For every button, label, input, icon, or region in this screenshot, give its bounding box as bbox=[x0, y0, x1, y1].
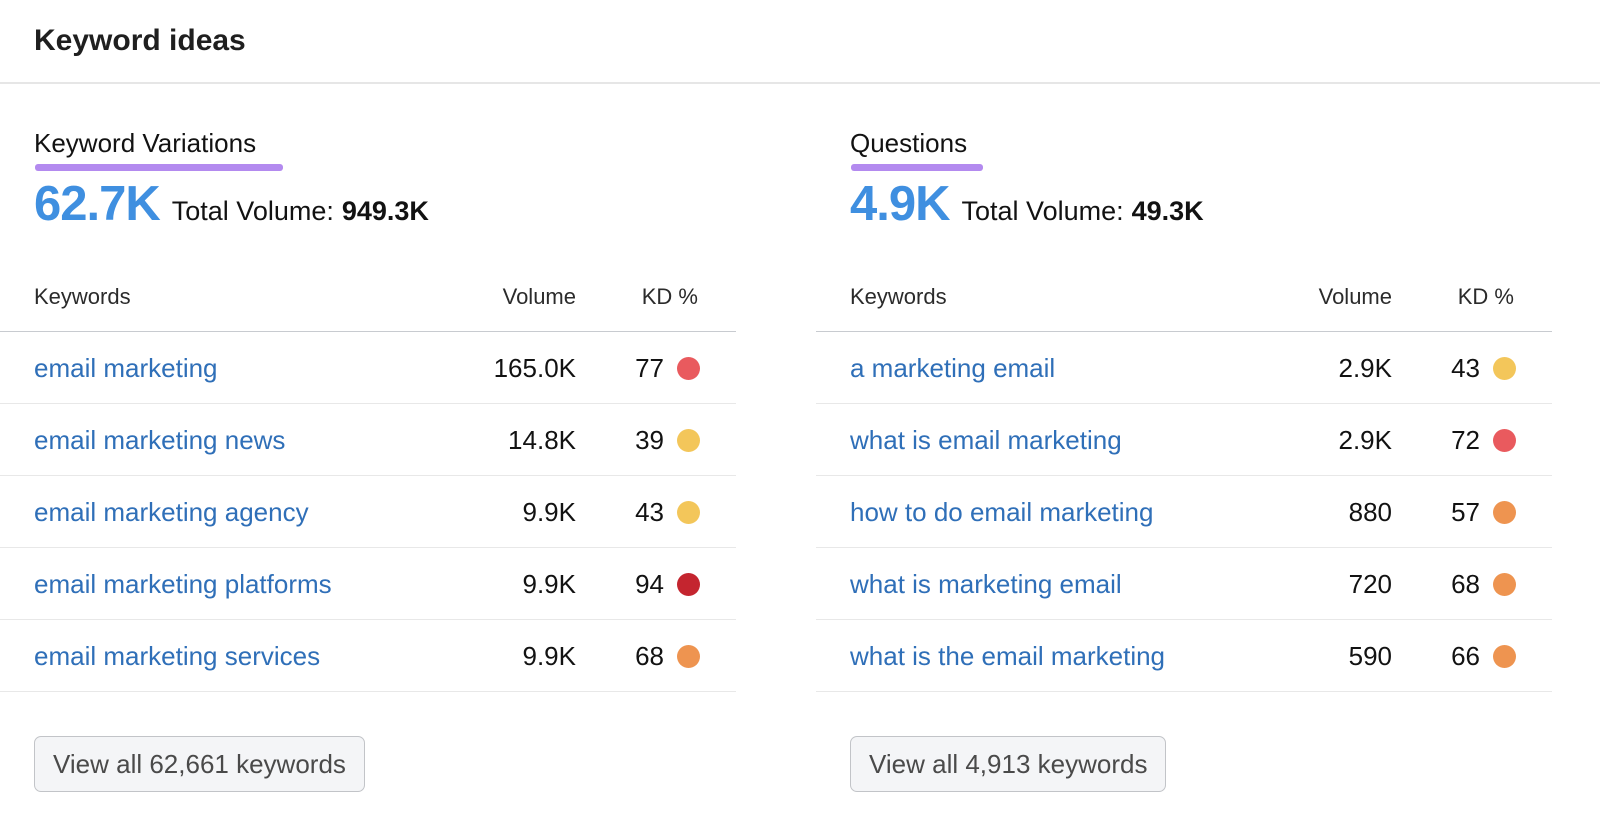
kd-value: 68 bbox=[1451, 569, 1480, 599]
table-row: email marketing news 14.8K 39 bbox=[0, 404, 736, 476]
volume-value: 14.8K bbox=[508, 425, 576, 455]
column-header-volume: Volume bbox=[1318, 284, 1392, 309]
keyword-link[interactable]: email marketing services bbox=[34, 641, 321, 671]
volume-value: 9.9K bbox=[522, 641, 577, 671]
kd-value: 68 bbox=[635, 641, 664, 671]
volume-value: 9.9K bbox=[522, 497, 577, 527]
questions-underline bbox=[851, 164, 983, 171]
table-row: what is the email marketing 590 66 bbox=[816, 620, 1552, 692]
column-header-keywords: Keywords bbox=[850, 284, 947, 309]
keyword-link[interactable]: email marketing platforms bbox=[34, 569, 332, 599]
keyword-link[interactable]: email marketing bbox=[34, 353, 218, 383]
kd-difficulty-dot-icon bbox=[1493, 429, 1516, 452]
volume-value: 720 bbox=[1348, 569, 1392, 599]
keyword-variations-summary: 62.7K Total Volume: 949.3K bbox=[34, 176, 429, 232]
kd-value: 94 bbox=[635, 569, 664, 599]
kd-difficulty-dot-icon bbox=[677, 501, 700, 524]
table-row: email marketing agency 9.9K 43 bbox=[0, 476, 736, 548]
table-row: email marketing platforms 9.9K 94 bbox=[0, 548, 736, 620]
volume-value: 880 bbox=[1348, 497, 1392, 527]
kd-difficulty-dot-icon bbox=[1493, 645, 1516, 668]
keyword-link[interactable]: how to do email marketing bbox=[850, 497, 1154, 527]
questions-table: Keywords Volume KD % a marketing email 2… bbox=[816, 272, 1552, 692]
volume-value: 9.9K bbox=[522, 569, 577, 599]
keyword-variations-underline bbox=[35, 164, 283, 171]
questions-summary: 4.9K Total Volume: 49.3K bbox=[850, 176, 1204, 232]
widget-title: Keyword ideas bbox=[34, 24, 246, 57]
kd-difficulty-dot-icon bbox=[677, 357, 700, 380]
table-row: email marketing 165.0K 77 bbox=[0, 332, 736, 404]
volume-value: 590 bbox=[1348, 641, 1392, 671]
column-header-volume: Volume bbox=[502, 284, 576, 309]
table-header: Keywords Volume KD % bbox=[816, 272, 1552, 332]
table-row: how to do email marketing 880 57 bbox=[816, 476, 1552, 548]
questions-panel: Questions 4.9K Total Volume: 49.3K Keywo… bbox=[816, 84, 1552, 828]
kd-difficulty-dot-icon bbox=[1493, 357, 1516, 380]
column-header-keywords: Keywords bbox=[34, 284, 131, 309]
keyword-variations-table: Keywords Volume KD % email marketing 165… bbox=[0, 272, 736, 692]
keyword-variations-count[interactable]: 62.7K bbox=[34, 177, 161, 231]
keyword-link[interactable]: what is marketing email bbox=[850, 569, 1122, 599]
total-volume-label: Total Volume: bbox=[171, 196, 334, 226]
keyword-link[interactable]: what is email marketing bbox=[850, 425, 1122, 455]
kd-difficulty-dot-icon bbox=[1493, 573, 1516, 596]
kd-difficulty-dot-icon bbox=[677, 429, 700, 452]
total-volume-value: 49.3K bbox=[1131, 196, 1204, 226]
column-header-kd: KD % bbox=[641, 284, 698, 309]
kd-difficulty-dot-icon bbox=[1493, 501, 1516, 524]
keyword-link[interactable]: email marketing agency bbox=[34, 497, 309, 527]
kd-value: 77 bbox=[635, 353, 664, 383]
questions-title[interactable]: Questions bbox=[850, 128, 968, 158]
kd-difficulty-dot-icon bbox=[677, 645, 700, 668]
questions-count[interactable]: 4.9K bbox=[850, 177, 951, 231]
kd-difficulty-dot-icon bbox=[677, 573, 700, 596]
table-header: Keywords Volume KD % bbox=[0, 272, 736, 332]
volume-value: 2.9K bbox=[1338, 425, 1393, 455]
total-volume-label: Total Volume: bbox=[961, 196, 1124, 226]
kd-value: 57 bbox=[1451, 497, 1480, 527]
kd-value: 43 bbox=[635, 497, 664, 527]
table-row: a marketing email 2.9K 43 bbox=[816, 332, 1552, 404]
keyword-link[interactable]: a marketing email bbox=[850, 353, 1056, 383]
keyword-link[interactable]: what is the email marketing bbox=[850, 641, 1166, 671]
volume-value: 165.0K bbox=[493, 353, 576, 383]
kd-value: 39 bbox=[635, 425, 664, 455]
view-all-keyword-variations-button[interactable]: View all 62,661 keywords bbox=[34, 736, 365, 792]
view-all-questions-button[interactable]: View all 4,913 keywords bbox=[850, 736, 1167, 792]
total-volume-value: 949.3K bbox=[341, 196, 429, 226]
table-row: what is marketing email 720 68 bbox=[816, 548, 1552, 620]
kd-value: 43 bbox=[1451, 353, 1480, 383]
keyword-link[interactable]: email marketing news bbox=[34, 425, 286, 455]
table-row: email marketing services 9.9K 68 bbox=[0, 620, 736, 692]
kd-value: 66 bbox=[1451, 641, 1480, 671]
column-header-kd: KD % bbox=[1457, 284, 1514, 309]
volume-value: 2.9K bbox=[1338, 353, 1393, 383]
widget-header: Keyword ideas bbox=[0, 0, 1600, 84]
keyword-variations-panel: Keyword Variations 62.7K Total Volume: 9… bbox=[0, 84, 736, 828]
keyword-variations-title[interactable]: Keyword Variations bbox=[34, 128, 257, 158]
kd-value: 72 bbox=[1451, 425, 1480, 455]
table-row: what is email marketing 2.9K 72 bbox=[816, 404, 1552, 476]
